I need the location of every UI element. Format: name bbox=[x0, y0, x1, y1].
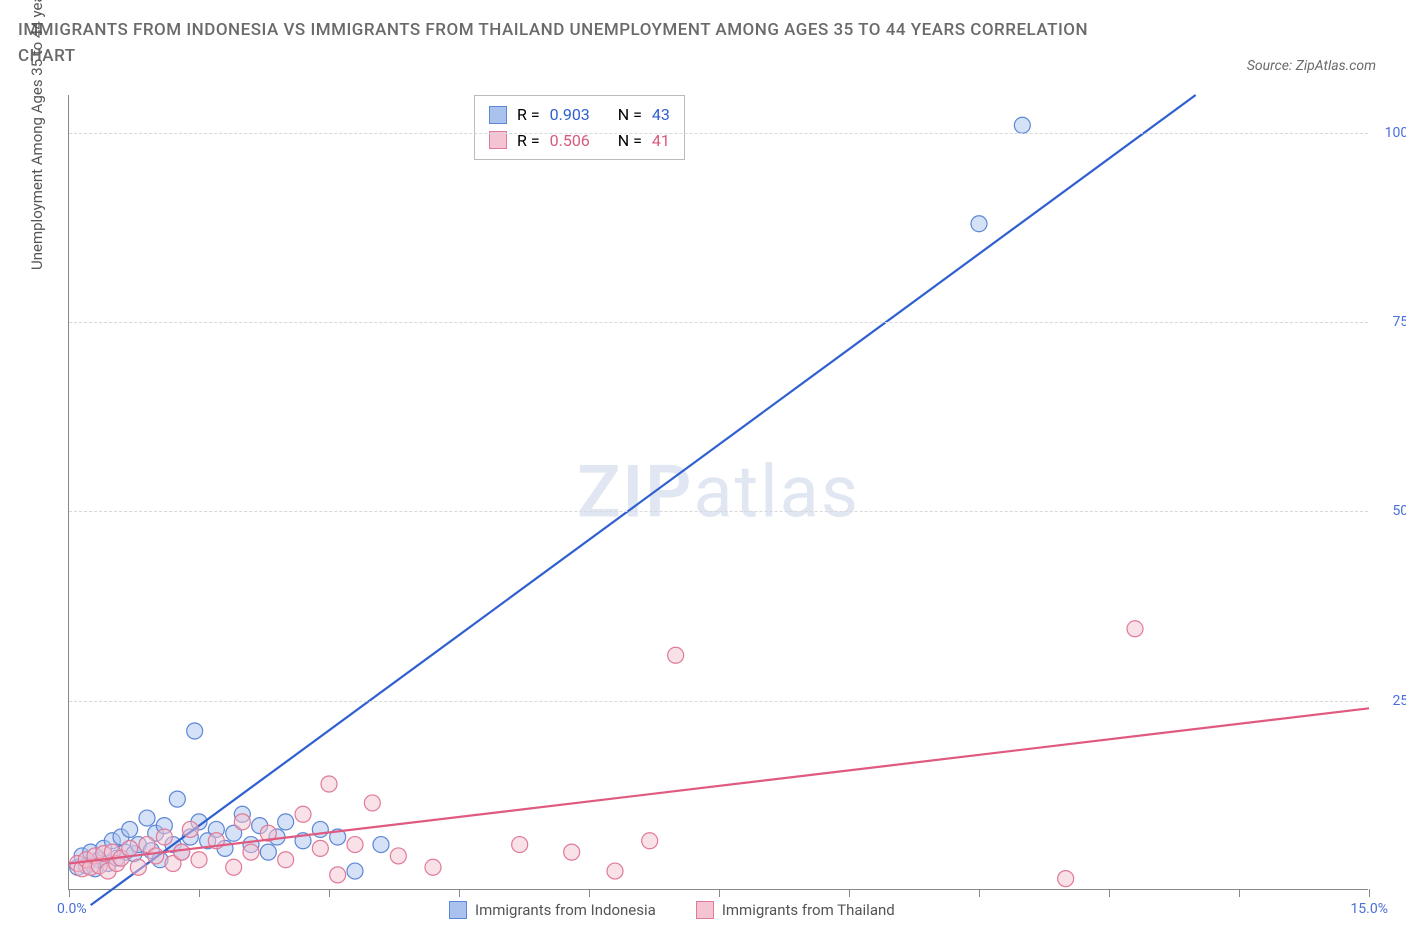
scatter-point bbox=[234, 814, 250, 830]
stats-swatch-1 bbox=[489, 106, 507, 124]
x-tick bbox=[589, 889, 590, 897]
stats-row-1: R = 0.903 N = 43 bbox=[489, 102, 670, 128]
stats-r-2: 0.506 bbox=[550, 128, 590, 154]
x-tick bbox=[69, 889, 70, 897]
scatter-point bbox=[122, 840, 138, 856]
legend: Immigrants from Indonesia Immigrants fro… bbox=[449, 901, 895, 919]
scatter-point bbox=[278, 852, 294, 868]
scatter-point bbox=[321, 776, 337, 792]
x-tick bbox=[849, 889, 850, 897]
chart-source: Source: ZipAtlas.com bbox=[1247, 58, 1376, 74]
x-tick bbox=[1239, 889, 1240, 897]
scatter-point bbox=[373, 837, 389, 853]
stats-n-1: 43 bbox=[652, 102, 670, 128]
scatter-point bbox=[243, 844, 259, 860]
chart-svg bbox=[69, 95, 1368, 889]
stats-r-1: 0.903 bbox=[550, 102, 590, 128]
stats-box: R = 0.903 N = 43 R = 0.506 N = 41 bbox=[474, 95, 685, 160]
legend-swatch-1 bbox=[449, 901, 467, 919]
scatter-point bbox=[607, 863, 623, 879]
scatter-point bbox=[226, 859, 242, 875]
stats-r-label: R = bbox=[517, 102, 540, 128]
scatter-point bbox=[139, 810, 155, 826]
scatter-point bbox=[130, 859, 146, 875]
scatter-point bbox=[364, 795, 380, 811]
scatter-point bbox=[1058, 871, 1074, 887]
scatter-point bbox=[278, 814, 294, 830]
scatter-point bbox=[191, 852, 207, 868]
scatter-point bbox=[169, 791, 185, 807]
stats-r-label-2: R = bbox=[517, 128, 540, 154]
scatter-point bbox=[156, 829, 172, 845]
gridline-h bbox=[69, 133, 1368, 134]
scatter-point bbox=[174, 844, 190, 860]
x-axis-min-label: 0.0% bbox=[57, 901, 87, 917]
scatter-point bbox=[182, 821, 198, 837]
scatter-point bbox=[1127, 621, 1143, 637]
scatter-point bbox=[642, 833, 658, 849]
x-tick bbox=[1369, 889, 1370, 897]
gridline-h bbox=[69, 322, 1368, 323]
y-tick-label: 50.0% bbox=[1392, 503, 1406, 519]
chart-title: IMMIGRANTS FROM INDONESIA VS IMMIGRANTS … bbox=[18, 18, 1118, 69]
scatter-point bbox=[347, 837, 363, 853]
gridline-h bbox=[69, 701, 1368, 702]
legend-label-2: Immigrants from Thailand bbox=[722, 901, 895, 919]
y-tick-label: 100.0% bbox=[1385, 125, 1406, 141]
trend-line bbox=[69, 708, 1369, 863]
scatter-point bbox=[971, 216, 987, 232]
x-tick bbox=[1109, 889, 1110, 897]
scatter-point bbox=[295, 806, 311, 822]
legend-label-1: Immigrants from Indonesia bbox=[475, 901, 656, 919]
trend-line bbox=[91, 95, 1196, 905]
scatter-point bbox=[512, 837, 528, 853]
x-tick bbox=[459, 889, 460, 897]
plot-area: ZIPatlas R = 0.903 N = 43 R = 0.506 N = … bbox=[68, 95, 1368, 890]
scatter-point bbox=[148, 848, 164, 864]
x-axis-max-label: 15.0% bbox=[1350, 901, 1388, 917]
legend-swatch-2 bbox=[696, 901, 714, 919]
y-tick-label: 25.0% bbox=[1392, 693, 1406, 709]
x-tick bbox=[719, 889, 720, 897]
legend-item-2: Immigrants from Thailand bbox=[696, 901, 895, 919]
legend-item-1: Immigrants from Indonesia bbox=[449, 901, 656, 919]
scatter-point bbox=[187, 723, 203, 739]
scatter-point bbox=[122, 821, 138, 837]
stats-swatch-2 bbox=[489, 131, 507, 149]
x-tick bbox=[979, 889, 980, 897]
scatter-point bbox=[312, 840, 328, 856]
stats-row-2: R = 0.506 N = 41 bbox=[489, 128, 670, 154]
x-tick bbox=[329, 889, 330, 897]
stats-n-2: 41 bbox=[652, 128, 670, 154]
scatter-point bbox=[330, 867, 346, 883]
y-tick-label: 75.0% bbox=[1392, 314, 1406, 330]
scatter-point bbox=[1014, 117, 1030, 133]
scatter-point bbox=[347, 863, 363, 879]
x-tick bbox=[199, 889, 200, 897]
scatter-point bbox=[564, 844, 580, 860]
stats-n-label: N = bbox=[618, 102, 642, 128]
stats-n-label-2: N = bbox=[618, 128, 642, 154]
scatter-point bbox=[425, 859, 441, 875]
scatter-point bbox=[668, 647, 684, 663]
scatter-point bbox=[390, 848, 406, 864]
gridline-h bbox=[69, 511, 1368, 512]
y-axis-title: Unemployment Among Ages 35 to 44 years bbox=[28, 0, 46, 270]
scatter-point bbox=[260, 844, 276, 860]
